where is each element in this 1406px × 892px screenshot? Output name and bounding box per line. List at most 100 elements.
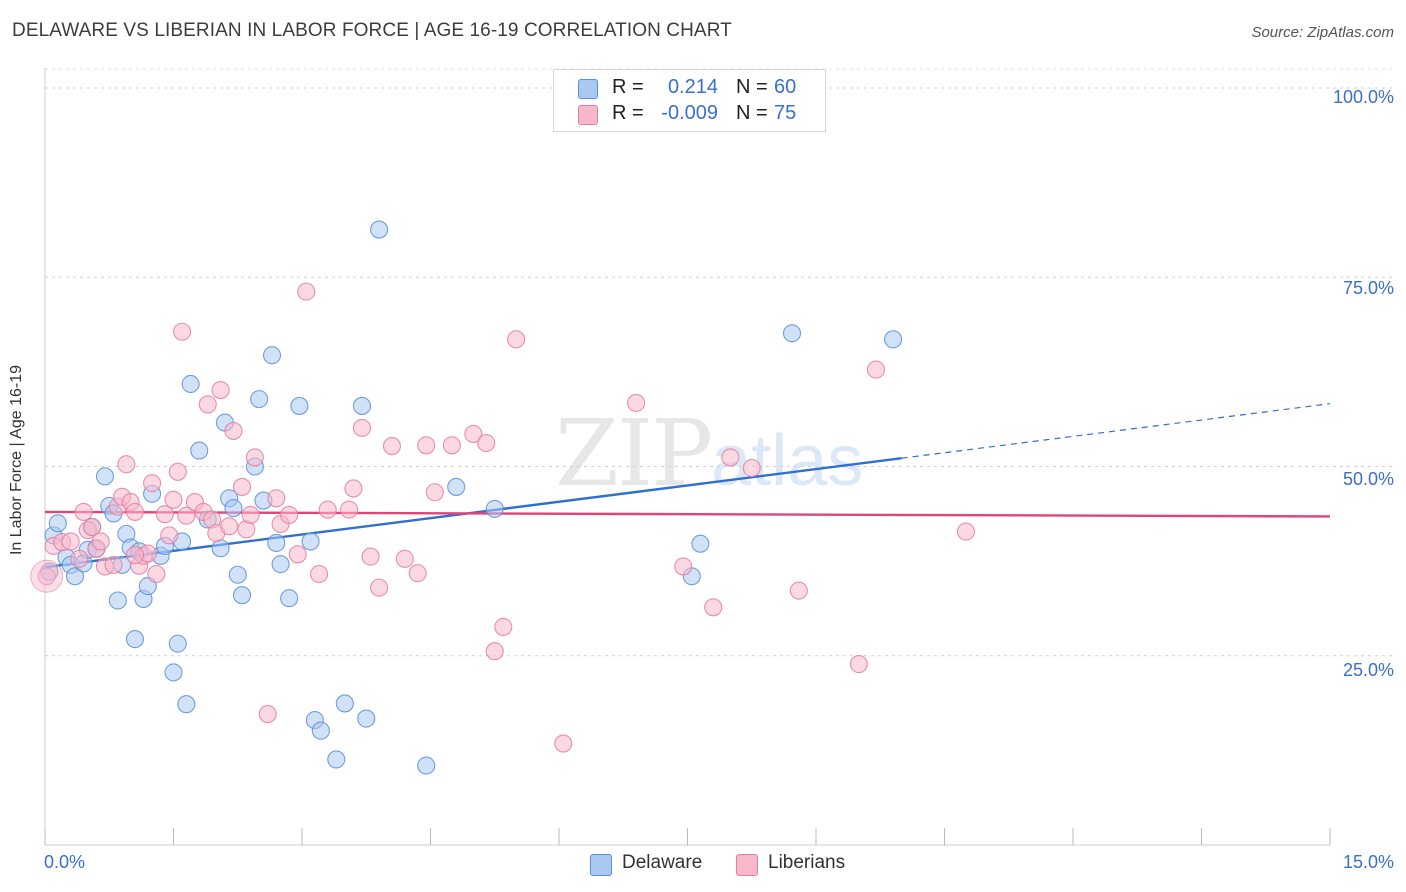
liberians-point — [267, 489, 286, 508]
liberians-legend-label: Liberians — [768, 852, 846, 873]
gridlines — [45, 68, 1392, 657]
liberians-point — [91, 532, 110, 551]
liberians-point — [395, 549, 414, 568]
delaware-point — [168, 634, 187, 653]
liberians-point — [721, 448, 740, 467]
delaware-point — [280, 589, 299, 608]
liberians-point — [147, 564, 166, 584]
delaware-point — [267, 533, 286, 553]
liberians-point — [417, 436, 436, 455]
delaware-point — [224, 499, 243, 518]
y-tick-label: 50.0% — [1342, 469, 1394, 489]
r-label: R = — [612, 76, 644, 98]
delaware-point — [447, 477, 466, 496]
y-axis-label: In Labor Force | Age 16-19 — [8, 364, 25, 556]
x-max-label: 15.0% — [1342, 852, 1394, 872]
liberians-point — [704, 598, 723, 617]
watermark: ZIPatlas — [555, 400, 863, 507]
r-value: 0.214 — [667, 76, 718, 98]
chart-title: DELAWARE VS LIBERIAN IN LABOR FORCE | AG… — [12, 20, 732, 41]
delaware-point — [271, 555, 290, 574]
liberians-point — [83, 518, 102, 537]
liberians-point — [425, 483, 444, 502]
liberians-point — [164, 490, 183, 509]
liberians-point — [627, 393, 646, 412]
delaware-point — [125, 630, 144, 649]
liberians-swatch — [578, 105, 598, 125]
delaware-legend-swatch — [590, 854, 612, 876]
liberians-point — [125, 502, 144, 521]
liberians-point — [352, 418, 372, 437]
legend-row-liberians: R = -0.009 N = 75 — [554, 101, 825, 127]
delaware-point — [262, 346, 282, 365]
bottom-legend-delaware: Delaware — [590, 851, 720, 877]
liberians-point — [155, 505, 174, 524]
liberians-point — [70, 549, 89, 568]
liberians-point — [117, 455, 136, 474]
liberians-point — [382, 437, 402, 456]
liberians-point — [477, 433, 496, 453]
delaware-point — [357, 709, 376, 728]
liberians-point — [173, 322, 192, 341]
liberians-point — [245, 448, 264, 467]
liberians-point — [280, 505, 299, 524]
correlation-legend: R = 0.214 N = 60 R = -0.009 N = 75 — [553, 69, 826, 132]
liberians-point — [742, 458, 761, 478]
delaware-point — [211, 539, 230, 558]
liberians-point — [361, 547, 380, 566]
x-min-label: 0.0% — [44, 852, 86, 872]
liberians-point — [61, 532, 80, 551]
delaware-point — [190, 441, 209, 460]
liberians-point — [104, 555, 123, 574]
liberians-point — [956, 522, 975, 541]
liberians-point — [866, 360, 886, 379]
liberians-point — [177, 506, 196, 525]
liberians-point — [232, 477, 252, 496]
liberians-point — [143, 474, 162, 493]
delaware-point — [691, 534, 710, 553]
liberians-point — [168, 462, 187, 481]
delaware-point — [181, 374, 200, 394]
liberians-point — [310, 564, 329, 584]
liberians-point — [125, 546, 144, 565]
liberians-point — [507, 330, 526, 349]
delaware-legend-label: Delaware — [622, 852, 703, 873]
delaware-point — [177, 695, 196, 714]
liberians-point — [224, 421, 243, 440]
delaware-point — [485, 499, 504, 518]
y-tick-label: 100.0% — [1332, 87, 1394, 107]
liberians-point — [198, 395, 217, 414]
liberians-point — [258, 704, 277, 724]
liberians-point — [241, 505, 260, 524]
delaware-point — [352, 396, 372, 415]
n-value: 60 — [774, 76, 797, 98]
r-label: R = — [612, 102, 644, 124]
liberians-point — [464, 424, 483, 443]
delaware-point — [232, 586, 252, 605]
source-credit: Source: ZipAtlas.com — [1251, 24, 1394, 41]
liberians-point — [74, 502, 93, 521]
delaware-point — [108, 591, 127, 610]
liberians-point — [554, 734, 573, 753]
liberians-point — [37, 567, 56, 586]
delaware-point — [95, 467, 115, 486]
liberians-point — [297, 282, 316, 301]
y-tick-label: 25.0% — [1342, 660, 1394, 680]
delaware-point — [301, 532, 320, 551]
liberians-point — [408, 564, 427, 583]
delaware-point — [164, 663, 183, 682]
liberians-point — [288, 545, 307, 564]
liberians-point — [674, 557, 693, 576]
delaware-point — [48, 514, 67, 533]
r-value: -0.009 — [661, 102, 718, 124]
delaware-point — [250, 390, 269, 409]
delaware-point — [290, 396, 309, 415]
delaware-point — [228, 565, 247, 584]
delaware-point — [311, 721, 330, 740]
liberians-point — [160, 526, 179, 545]
delaware-point — [782, 324, 802, 343]
delaware-point — [884, 330, 903, 349]
n-label: N = — [736, 76, 768, 98]
liberians-point — [220, 517, 239, 536]
